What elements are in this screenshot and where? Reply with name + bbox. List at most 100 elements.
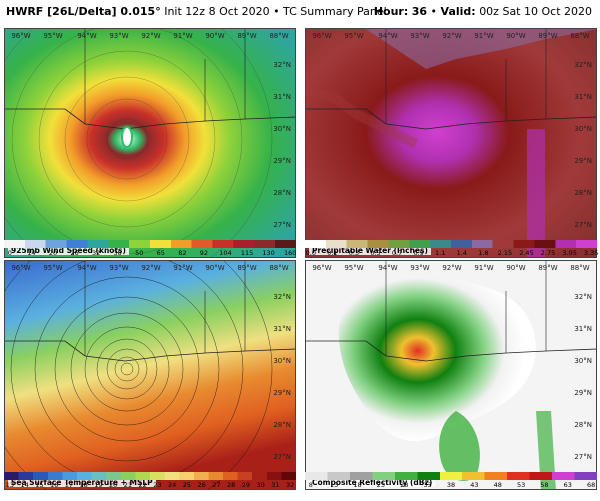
lat-label: 31°N	[574, 325, 592, 333]
lon-label: 93°W	[109, 264, 129, 272]
title-bar: HWRF [26L/Delta] 0.015° Init 12z 8 Oct 2…	[6, 5, 387, 18]
lon-label: 89°W	[237, 264, 257, 272]
lat-label: 27°N	[273, 221, 291, 229]
colorbar-tick-label: 65	[156, 249, 165, 257]
colorbar-tick-label: 3.35	[583, 249, 599, 257]
colorbar-tick-label: 32	[91, 249, 101, 257]
colorbar-tick-label: 14	[20, 481, 29, 489]
colorbar-tick-label: 18	[79, 481, 88, 489]
lon-label: 95°W	[43, 32, 63, 40]
colorbar-tick-label: 17	[64, 481, 73, 489]
colorbar-tick-label: 29	[241, 481, 251, 489]
lon-label: 91°W	[173, 264, 193, 272]
lon-label: 90°W	[506, 264, 526, 272]
lon-label: 90°W	[506, 32, 526, 40]
valid-value: 00z Sat 10 Oct 2020	[479, 5, 592, 18]
colorbar-tick-label: 26	[197, 481, 206, 489]
panel-title: Composite Reflectivity (dBz)	[309, 478, 436, 487]
init-text: Init 12z 8 Oct 2020 • TC Summary Panel	[164, 5, 387, 18]
lat-label: 27°N	[273, 453, 291, 461]
lat-label: 30°N	[273, 357, 291, 365]
lon-label: 96°W	[11, 264, 31, 272]
colorbar-tick-label: 32	[286, 481, 295, 489]
lat-label: 31°N	[273, 93, 291, 101]
colorbar-tick-label: 48	[493, 481, 502, 489]
colorbar-tick-label: 8	[308, 481, 313, 489]
colorbar-pwat: 0.0 0.1 0.3 0.5 0.7 0.9 1.1 1.4 1.8 2.15 2.45 2.75 3…	[305, 240, 599, 260]
panel-title: Precipitable Water (Inches)	[309, 246, 431, 255]
colorbar-strip	[4, 240, 296, 248]
colorbar-tick-label: 30	[256, 481, 265, 489]
lon-label: 95°W	[344, 32, 364, 40]
lat-label: 32°N	[273, 61, 291, 69]
lon-label: 91°W	[173, 32, 193, 40]
valid-time: Hour: 36 • Valid: 00z Sat 10 Oct 2020	[373, 5, 592, 18]
colorbar-tick-label: 0.1	[327, 249, 338, 257]
lon-label: 91°W	[474, 264, 494, 272]
lat-label: 32°N	[574, 293, 592, 301]
colorbar-tick-label: 43	[470, 481, 479, 489]
lat-label: 27°N	[574, 453, 592, 461]
colorbar-tick-label: 33	[423, 481, 432, 489]
lat-label: 29°N	[273, 157, 291, 165]
panel-title: Sea Surface Temperature + MSLP	[8, 478, 156, 487]
colorbar-tick-label: 0.9	[413, 249, 424, 257]
colorbar-tick-label: 13	[5, 481, 14, 489]
lon-label: 94°W	[77, 264, 97, 272]
colorbar-tick-label: 3.05	[562, 249, 577, 257]
lat-label: 30°N	[574, 357, 592, 365]
colorbar-tick-label: 2.75	[540, 249, 556, 257]
lon-label: 95°W	[344, 264, 364, 272]
colorbar-tick-label: 63	[563, 481, 572, 489]
colorbar-tick-label: 68	[587, 481, 596, 489]
panel-wind-speed: 96°W 95°W 94°W 93°W 92°W 91°W 90°W 89°W …	[4, 28, 296, 258]
lon-label: 93°W	[109, 32, 129, 40]
lat-label: 28°N	[273, 421, 291, 429]
pwat-map	[306, 29, 596, 257]
panel-sst-mslp: 96°W 95°W 94°W 93°W 92°W 91°W 90°W 89°W …	[4, 260, 296, 490]
colorbar-tick-label: 2.45	[519, 249, 534, 257]
colorbar-ticks: 0.0 0.1 0.3 0.5 0.7 0.9 1.1 1.4 1.8 2.15 2.45 2.75 3…	[305, 249, 599, 259]
colorbar-tick-label: 1.8	[478, 249, 489, 257]
lat-label: 32°N	[273, 293, 291, 301]
lat-label: 30°N	[574, 125, 592, 133]
colorbar-tick-label: 31	[271, 481, 280, 489]
colorbar-reflectivity: 8 13 18 23 28 33 38 43 48 53 58 63 68	[305, 472, 597, 492]
lat-label: 31°N	[273, 325, 291, 333]
colorbar-tick-label: 23	[376, 481, 386, 489]
lon-label: 96°W	[312, 32, 332, 40]
colorbar-tick-label: 92	[199, 249, 209, 257]
lat-label: 28°N	[273, 189, 291, 197]
colorbar-tick-label: 58	[540, 481, 549, 489]
lon-label: 88°W	[269, 264, 289, 272]
colorbar-tick-label: 0	[7, 249, 12, 257]
lon-label: 94°W	[77, 32, 97, 40]
colorbar-strip	[4, 472, 296, 480]
colorbar-tick-label: 130	[262, 249, 275, 257]
colorbar-tick-label: 0.5	[370, 249, 381, 257]
lon-label: 89°W	[538, 32, 558, 40]
lon-label: 90°W	[205, 264, 225, 272]
colorbar-ticks: 0 14 20 26 32 38 50 65 82 92 104 115 130 160	[4, 249, 297, 259]
lon-label: 96°W	[11, 32, 31, 40]
colorbar-tick-label: 18	[353, 481, 362, 489]
colorbar-tick-label: 24	[167, 481, 177, 489]
colorbar-sst: 13 14 15 16 17 18 19 20 21 22 23 24 25 26 27 28 29 30 31 32	[4, 472, 296, 492]
lon-label: 96°W	[312, 264, 332, 272]
lat-label: 28°N	[574, 421, 592, 429]
colorbar-tick-label: 104	[219, 249, 232, 257]
lat-label: 28°N	[574, 189, 592, 197]
lat-label: 29°N	[574, 157, 592, 165]
colorbar-tick-label: 0.7	[391, 249, 403, 257]
colorbar-tick-label: 25	[182, 481, 192, 489]
lon-label: 94°W	[378, 264, 398, 272]
reflectivity-map	[306, 261, 596, 489]
colorbar-tick-label: 19	[94, 481, 103, 489]
colorbar-tick-label: 50	[135, 249, 144, 257]
lat-label: 32°N	[574, 61, 592, 69]
lon-label: 93°W	[410, 32, 430, 40]
colorbar-ticks: 8 13 18 23 28 33 38 43 48 53 58 63 68	[305, 481, 597, 491]
colorbar-tick-label: 2.15	[497, 249, 513, 257]
colorbar-tick-label: 38	[113, 249, 122, 257]
colorbar-tick-label: 38	[446, 481, 456, 489]
